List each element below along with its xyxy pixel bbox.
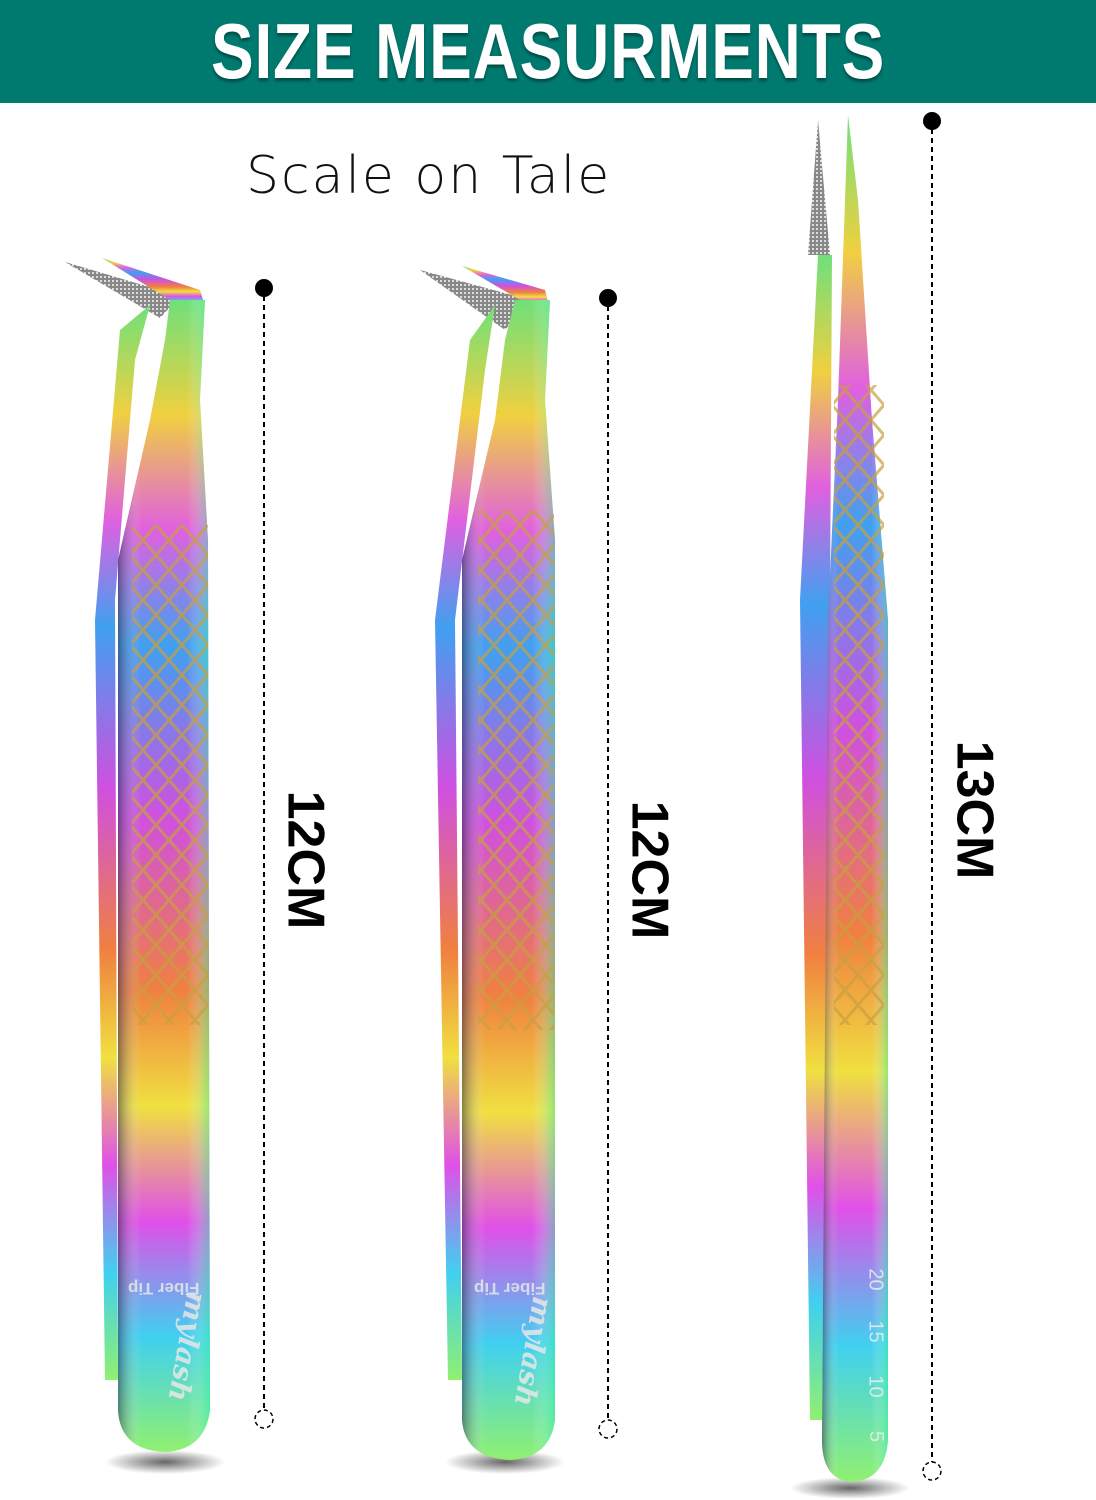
- scale-mark-20: 20: [864, 1268, 887, 1291]
- scale-mark-10: 10: [864, 1375, 887, 1398]
- scale-mark-5: 5: [865, 1430, 888, 1443]
- size-label-3: 13CM: [945, 740, 1004, 880]
- tweezer-angled-2: [420, 266, 565, 1474]
- page-title: SIZE MEASURMENTS: [210, 7, 886, 95]
- tweezer-angled-1: [65, 258, 225, 1474]
- size-label-2: 12CM: [620, 800, 679, 940]
- size-label-1: 12CM: [276, 790, 335, 930]
- header-banner: SIZE MEASURMENTS: [0, 0, 1096, 103]
- measure-line-3: [922, 112, 942, 1481]
- measure-line-1: [254, 279, 274, 1429]
- scale-mark-15: 15: [864, 1320, 887, 1343]
- measure-line-2: [598, 289, 618, 1439]
- tweezer-straight: [790, 115, 910, 1499]
- subtitle: Scale on Tale: [246, 146, 612, 206]
